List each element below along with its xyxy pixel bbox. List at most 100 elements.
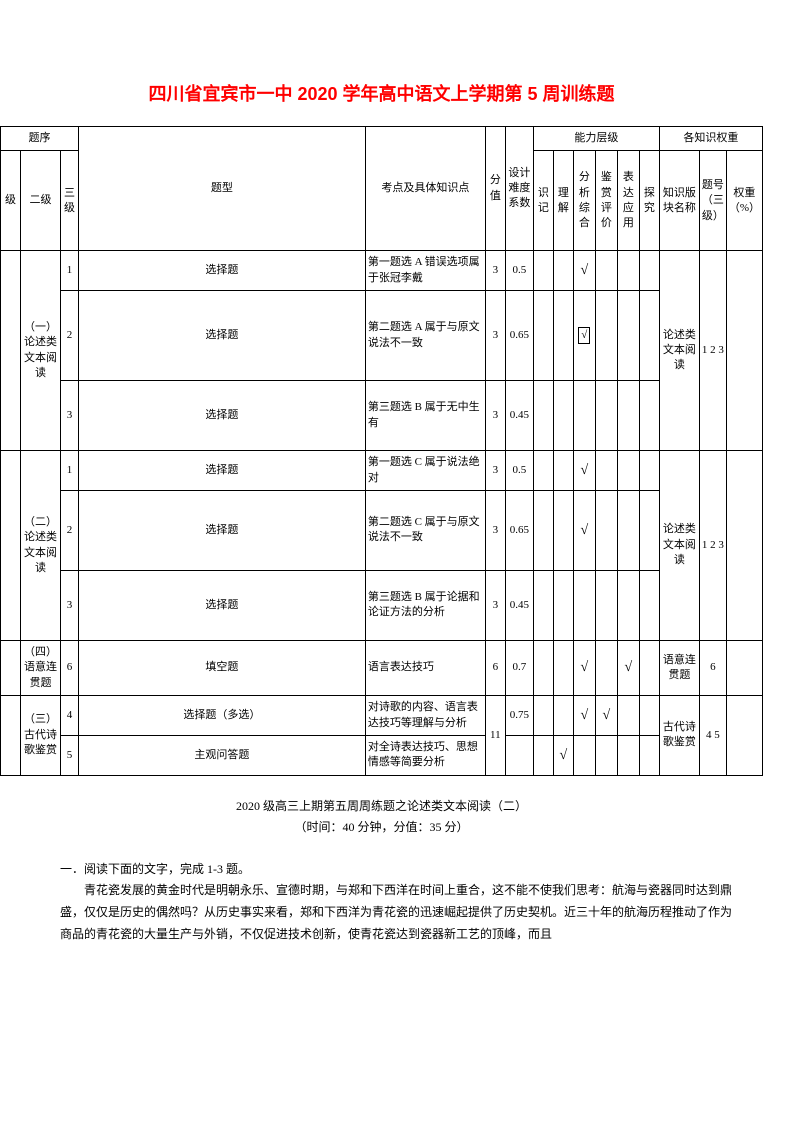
cell-g2-1-sj (533, 451, 553, 491)
cell-g2-l2: （二）论述类文本阅读 (21, 451, 61, 641)
header-biaoda: 表达应用 (617, 151, 639, 251)
cell-g1-3-l3: 3 (61, 381, 79, 451)
cell-g1-1-kd: 第一题选 A 错误选项属于张冠李戴 (365, 251, 485, 291)
cell-g3-qz (726, 640, 762, 695)
cell-g2-3-kd: 第三题选 B 属于论据和论证方法的分析 (365, 570, 485, 640)
cell-g2-2-fz: 3 (485, 490, 505, 570)
subtitle-2: （时间：40 分钟，分值：35 分） (0, 817, 763, 839)
cell-g4-1-js: √ (595, 696, 617, 736)
cell-g4-2-fx (573, 735, 595, 775)
cell-g2-3-js (595, 570, 617, 640)
cell-g3-th: 6 (699, 640, 726, 695)
cell-g4-1-sj (533, 696, 553, 736)
cell-g1-1-l3: 1 (61, 251, 79, 291)
cell-g2-3-type: 选择题 (79, 570, 366, 640)
cell-g1-3-tj (639, 381, 659, 451)
header-zhishiban: 知识版块名称 (659, 151, 699, 251)
cell-g1-1-fx: √ (573, 251, 595, 291)
cell-g1-2-kd: 第二题选 A 属于与原文说法不一致 (365, 291, 485, 381)
cell-g2-1-fx: √ (573, 451, 595, 491)
cell-g4-1-bd (617, 696, 639, 736)
cell-g2-qz (726, 451, 762, 641)
cell-g4-2-type: 主观问答题 (79, 735, 366, 775)
cell-g4-2-bd (617, 735, 639, 775)
header-tanjiu: 探究 (639, 151, 659, 251)
cell-g4-1-l3: 4 (61, 696, 79, 736)
cell-g4-1-kd: 对诗歌的内容、语言表达技巧等理解与分析 (365, 696, 485, 736)
cell-g2-2-type: 选择题 (79, 490, 366, 570)
cell-g1-3-js (595, 381, 617, 451)
cell-g1-1-sj (533, 251, 553, 291)
cell-g2-2-js (595, 490, 617, 570)
cell-g1-3-type: 选择题 (79, 381, 366, 451)
cell-g3-1-lj (553, 640, 573, 695)
cell-g1-2-sj (533, 291, 553, 381)
cell-g4-zb: 古代诗歌鉴赏 (659, 696, 699, 776)
cell-g4-1-type: 选择题（多选） (79, 696, 366, 736)
header-sheji: 设计难度系数 (505, 127, 533, 251)
cell-g3-1-l3: 6 (61, 640, 79, 695)
cell-g3-1-xs: 0.7 (505, 640, 533, 695)
header-fenzhi: 分值 (485, 127, 505, 251)
cell-g2-1-tj (639, 451, 659, 491)
cell-g4-1-tj (639, 696, 659, 736)
cell-g1-3-fz: 3 (485, 381, 505, 451)
cell-g1-qz (726, 251, 762, 451)
cell-g2-3-sj (533, 570, 553, 640)
cell-g4-th: 4 5 (699, 696, 726, 776)
header-lijie: 理解 (553, 151, 573, 251)
cell-g2-th: 1 2 3 (699, 451, 726, 641)
cell-g2-2-l3: 2 (61, 490, 79, 570)
cell-g1-3-fx (573, 381, 595, 451)
cell-g4-1-fx: √ (573, 696, 595, 736)
cell-g4-2-xs (505, 735, 533, 775)
header-fenxi: 分析综合 (573, 151, 595, 251)
cell-g1-3-lj (553, 381, 573, 451)
cell-g2-3-xs: 0.45 (505, 570, 533, 640)
cell-g2-2-lj (553, 490, 573, 570)
cell-g2-l1 (1, 451, 21, 641)
cell-g1-1-js (595, 251, 617, 291)
cell-g1-2-lj (553, 291, 573, 381)
cell-g2-zb: 论述类文本阅读 (659, 451, 699, 641)
cell-g4-2-lj: √ (553, 735, 573, 775)
cell-g2-3-tj (639, 570, 659, 640)
cell-g1-1-bd (617, 251, 639, 291)
cell-g1-2-fx: √ (573, 291, 595, 381)
cell-g4-2-l3: 5 (61, 735, 79, 775)
cell-g1-3-xs: 0.45 (505, 381, 533, 451)
cell-g2-2-tj (639, 490, 659, 570)
subtitle-block: 2020 级高三上期第五周周练题之论述类文本阅读（二） （时间：40 分钟，分值… (0, 796, 763, 839)
cell-g3-1-fx: √ (573, 640, 595, 695)
cell-g1-2-js (595, 291, 617, 381)
header-nengli: 能力层级 (533, 127, 659, 151)
cell-g2-2-kd: 第二题选 C 属于与原文说法不一致 (365, 490, 485, 570)
cell-g2-1-type: 选择题 (79, 451, 366, 491)
cell-g1-2-xs: 0.65 (505, 291, 533, 381)
cell-g2-3-lj (553, 570, 573, 640)
header-jianshang: 鉴赏评价 (595, 151, 617, 251)
header-tihao: 题号（三级） (699, 151, 726, 251)
cell-g2-3-fx (573, 570, 595, 640)
header-shiji: 识记 (533, 151, 553, 251)
cell-g2-1-fz: 3 (485, 451, 505, 491)
cell-g2-2-bd (617, 490, 639, 570)
cell-g3-1-sj (533, 640, 553, 695)
cell-g3-1-kd: 语言表达技巧 (365, 640, 485, 695)
page-title: 四川省宜宾市一中 2020 学年高中语文上学期第 5 周训练题 (0, 80, 763, 106)
header-level3: 三级 (61, 151, 79, 251)
cell-g2-2-xs: 0.65 (505, 490, 533, 570)
header-level1: 级 (1, 151, 21, 251)
cell-g1-th: 1 2 3 (699, 251, 726, 451)
cell-g2-2-sj (533, 490, 553, 570)
cell-g4-l1 (1, 696, 21, 776)
cell-g1-2-l3: 2 (61, 291, 79, 381)
header-kaodian: 考点及具体知识点 (365, 127, 485, 251)
cell-g4-2-js (595, 735, 617, 775)
cell-g3-1-type: 填空题 (79, 640, 366, 695)
cell-g2-1-bd (617, 451, 639, 491)
cell-g2-1-xs: 0.5 (505, 451, 533, 491)
cell-g4-l2: （三）古代诗歌鉴赏 (21, 696, 61, 776)
cell-g2-1-l3: 1 (61, 451, 79, 491)
cell-g2-1-js (595, 451, 617, 491)
